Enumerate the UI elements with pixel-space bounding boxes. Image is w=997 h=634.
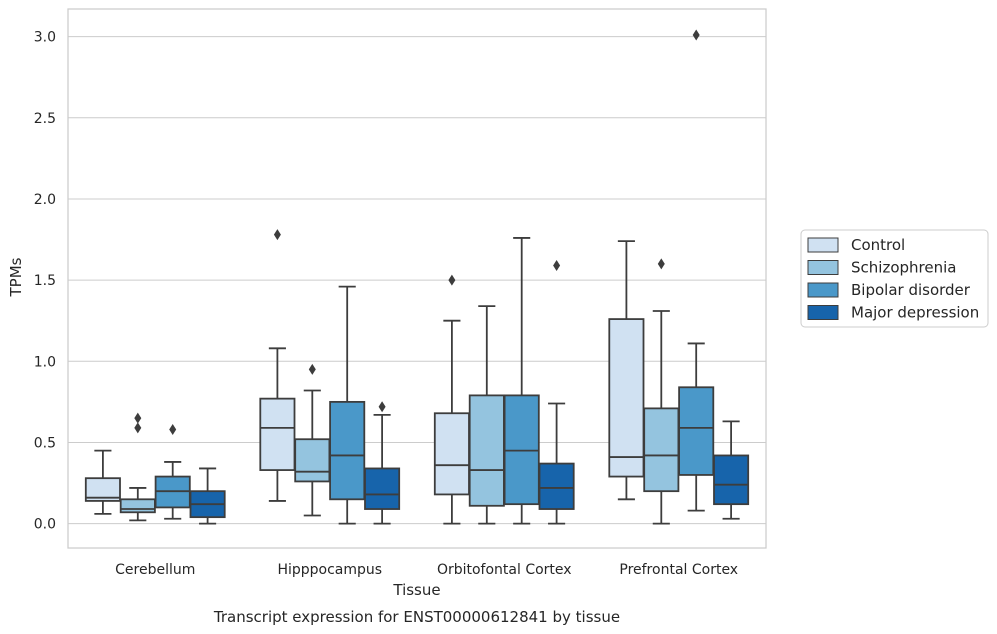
box <box>364 401 401 525</box>
box-iqr <box>433 412 470 496</box>
legend-swatch <box>807 282 839 298</box>
box-iqr <box>538 462 575 510</box>
legend-swatch <box>807 305 839 320</box>
box-iqr <box>329 400 366 501</box>
box <box>433 274 470 525</box>
y-axis-title: TPMs <box>7 257 25 297</box>
legend-label: Major depression <box>851 304 979 322</box>
legend-frame <box>800 229 989 328</box>
legend-label: Control <box>851 236 905 254</box>
box <box>678 29 715 512</box>
x-axis-title: Tissue <box>392 581 440 599</box>
outlier-point <box>553 260 561 272</box>
y-tick-label: 0.5 <box>34 435 56 451</box>
legend-label: Schizophrenia <box>851 259 956 277</box>
box-plot-series <box>84 29 750 525</box>
x-tick-label: Prefrontal Cortex <box>619 562 738 578</box>
series-schizophrenia <box>119 258 680 525</box>
box <box>294 363 331 517</box>
box <box>259 229 296 502</box>
box <box>713 420 750 520</box>
series-control <box>84 229 645 525</box>
box-iqr <box>468 394 505 507</box>
y-tick-label: 2.5 <box>34 111 56 127</box>
outlier-point <box>134 412 142 424</box>
box <box>468 305 505 525</box>
y-axis-tick-labels: 0.0 0.5 1.0 1.5 2.0 2.5 3.0 <box>34 30 56 533</box>
y-tick-label: 0.0 <box>34 517 56 533</box>
y-tick-label: 3.0 <box>34 30 56 46</box>
y-tick-label: 1.0 <box>34 354 56 370</box>
y-tick-label: 2.0 <box>34 192 56 208</box>
outlier-point <box>448 274 456 286</box>
box <box>503 237 540 525</box>
outlier-point <box>308 363 316 375</box>
legend-swatch <box>807 260 839 275</box>
outlier-point <box>169 423 177 435</box>
box <box>154 423 191 520</box>
box <box>189 467 226 525</box>
outlier-point <box>273 229 281 241</box>
box <box>608 240 645 501</box>
box <box>538 260 575 525</box>
box-iqr <box>364 467 401 510</box>
x-tick-label: Hipppocampus <box>277 562 382 578</box>
outlier-point <box>657 258 665 270</box>
x-tick-label: Cerebellum <box>115 562 195 578</box>
outlier-point <box>692 29 700 41</box>
box-iqr <box>713 454 750 506</box>
box <box>329 285 366 525</box>
box-iqr <box>608 318 645 478</box>
outlier-point <box>134 422 142 434</box>
box-iqr <box>84 477 121 502</box>
legend-label: Bipolar disorder <box>851 281 971 299</box>
series-major-depression <box>189 260 750 525</box>
y-tick-label: 1.5 <box>34 273 56 289</box>
box-iqr <box>643 407 680 493</box>
legend: Control Schizophrenia Bipolar disorder Majo… <box>800 229 989 328</box>
x-axis-tick-labels: Cerebellum Hipppocampus Orbitofontal Corte… <box>115 562 738 578</box>
figure-caption: Transcript expression for ENST0000061284… <box>213 608 620 626</box>
box-iqr <box>259 397 296 471</box>
legend-swatch <box>807 237 839 253</box>
box <box>643 258 680 525</box>
plot-frame <box>67 8 767 549</box>
series-bipolar-disorder <box>154 29 715 525</box>
grid-lines <box>68 36 766 525</box>
box-iqr <box>294 438 331 483</box>
x-tick-label: Orbitofontal Cortex <box>437 562 572 578</box>
box <box>84 449 121 515</box>
box <box>119 412 156 522</box>
box-iqr <box>119 498 156 514</box>
box-iqr <box>678 386 715 476</box>
outlier-point <box>378 401 386 413</box>
